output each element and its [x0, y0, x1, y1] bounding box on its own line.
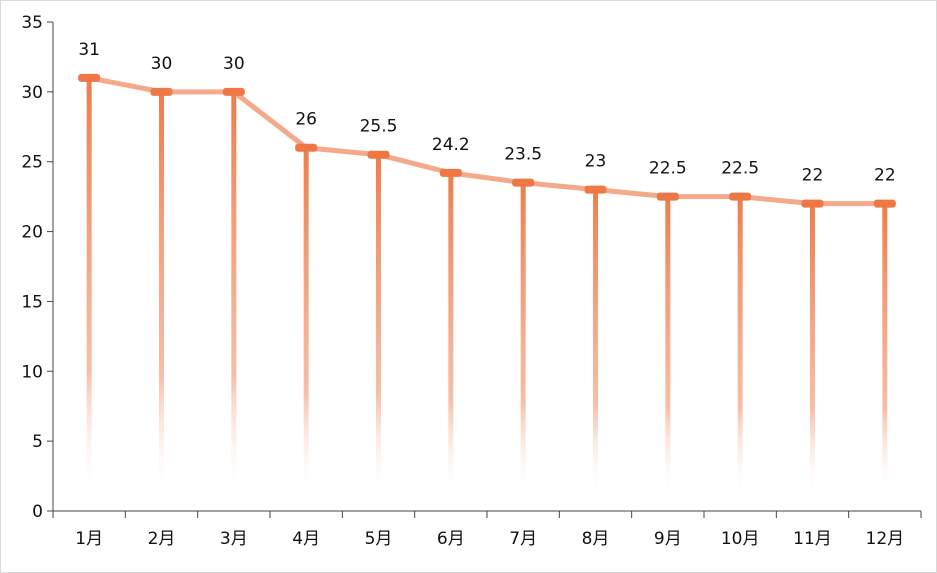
- drop-lines: [86, 77, 888, 498]
- y-axis-ticks: 0 5 10 15 20 25 30 35: [21, 13, 53, 522]
- data-label: 31: [78, 40, 100, 60]
- series-line-group: [86, 75, 888, 207]
- data-label: 25.5: [360, 117, 398, 137]
- x-tick-label: 4月: [292, 529, 320, 549]
- data-point-marker: [512, 178, 535, 187]
- y-tick-label: 10: [21, 362, 43, 382]
- data-label: 22: [802, 166, 824, 186]
- data-point-marker: [656, 192, 679, 201]
- drop-line-11: [810, 203, 815, 497]
- y-tick-label: 0: [32, 502, 43, 522]
- data-label: 22.5: [649, 159, 687, 179]
- data-label: 23: [585, 152, 607, 172]
- data-point-marker: [78, 73, 101, 82]
- drop-line-2: [159, 91, 164, 497]
- drop-line-12: [882, 203, 888, 497]
- data-label: 22.5: [721, 159, 759, 179]
- drop-line-10: [737, 196, 743, 497]
- data-point-marker: [439, 168, 462, 177]
- data-point-marker: [584, 185, 607, 194]
- drop-line-5: [376, 154, 381, 497]
- markers: [78, 73, 896, 208]
- series-line: [86, 75, 888, 207]
- x-tick-label: 11月: [793, 529, 832, 549]
- y-tick-label: 35: [21, 13, 43, 33]
- y-tick-label: 5: [32, 432, 43, 452]
- data-point-marker: [801, 199, 824, 208]
- data-label: 30: [223, 54, 245, 74]
- data-label: 30: [151, 54, 173, 74]
- data-label: 26: [295, 110, 317, 130]
- x-tick-label: 7月: [509, 529, 537, 549]
- x-tick-label: 3月: [220, 529, 248, 549]
- drop-line-8: [593, 189, 598, 497]
- data-label: 22: [874, 166, 896, 186]
- drop-line-3: [231, 91, 237, 497]
- data-point-marker: [222, 87, 245, 96]
- y-tick-label: 30: [21, 83, 43, 103]
- data-point-marker: [729, 192, 752, 201]
- x-tick-label: 9月: [654, 529, 682, 549]
- data-labels: 31 30 30 26 25.5 24.2 23.5 23 22.5 22.5 22 22: [78, 40, 895, 186]
- x-tick-label: 12月: [866, 529, 905, 549]
- drop-line-7: [520, 182, 526, 497]
- x-tick-label: 6月: [437, 529, 465, 549]
- data-point-marker: [367, 150, 390, 159]
- x-axis-ticks: 1月 2月 3月 4月 5月 6月 7月 8月 9月 10月 11月 12月: [52, 511, 922, 549]
- data-point-marker: [873, 199, 896, 208]
- x-tick-label: 10月: [721, 529, 760, 549]
- x-tick-label: 2月: [148, 529, 176, 549]
- x-tick-label: 8月: [582, 529, 610, 549]
- drop-line-9: [665, 196, 671, 497]
- data-label: 24.2: [432, 135, 470, 155]
- x-tick-label: 5月: [365, 529, 393, 549]
- data-label: 23.5: [504, 145, 542, 165]
- x-tick-label: 1月: [75, 529, 103, 549]
- data-point-marker: [150, 87, 173, 96]
- data-point-marker: [295, 143, 318, 152]
- drop-line-1: [86, 77, 92, 497]
- y-tick-label: 15: [21, 292, 43, 312]
- drop-line-6: [448, 172, 454, 498]
- drop-line-4: [303, 147, 309, 497]
- axes: [52, 22, 921, 512]
- y-tick-label: 25: [21, 153, 43, 173]
- y-tick-label: 20: [21, 223, 43, 243]
